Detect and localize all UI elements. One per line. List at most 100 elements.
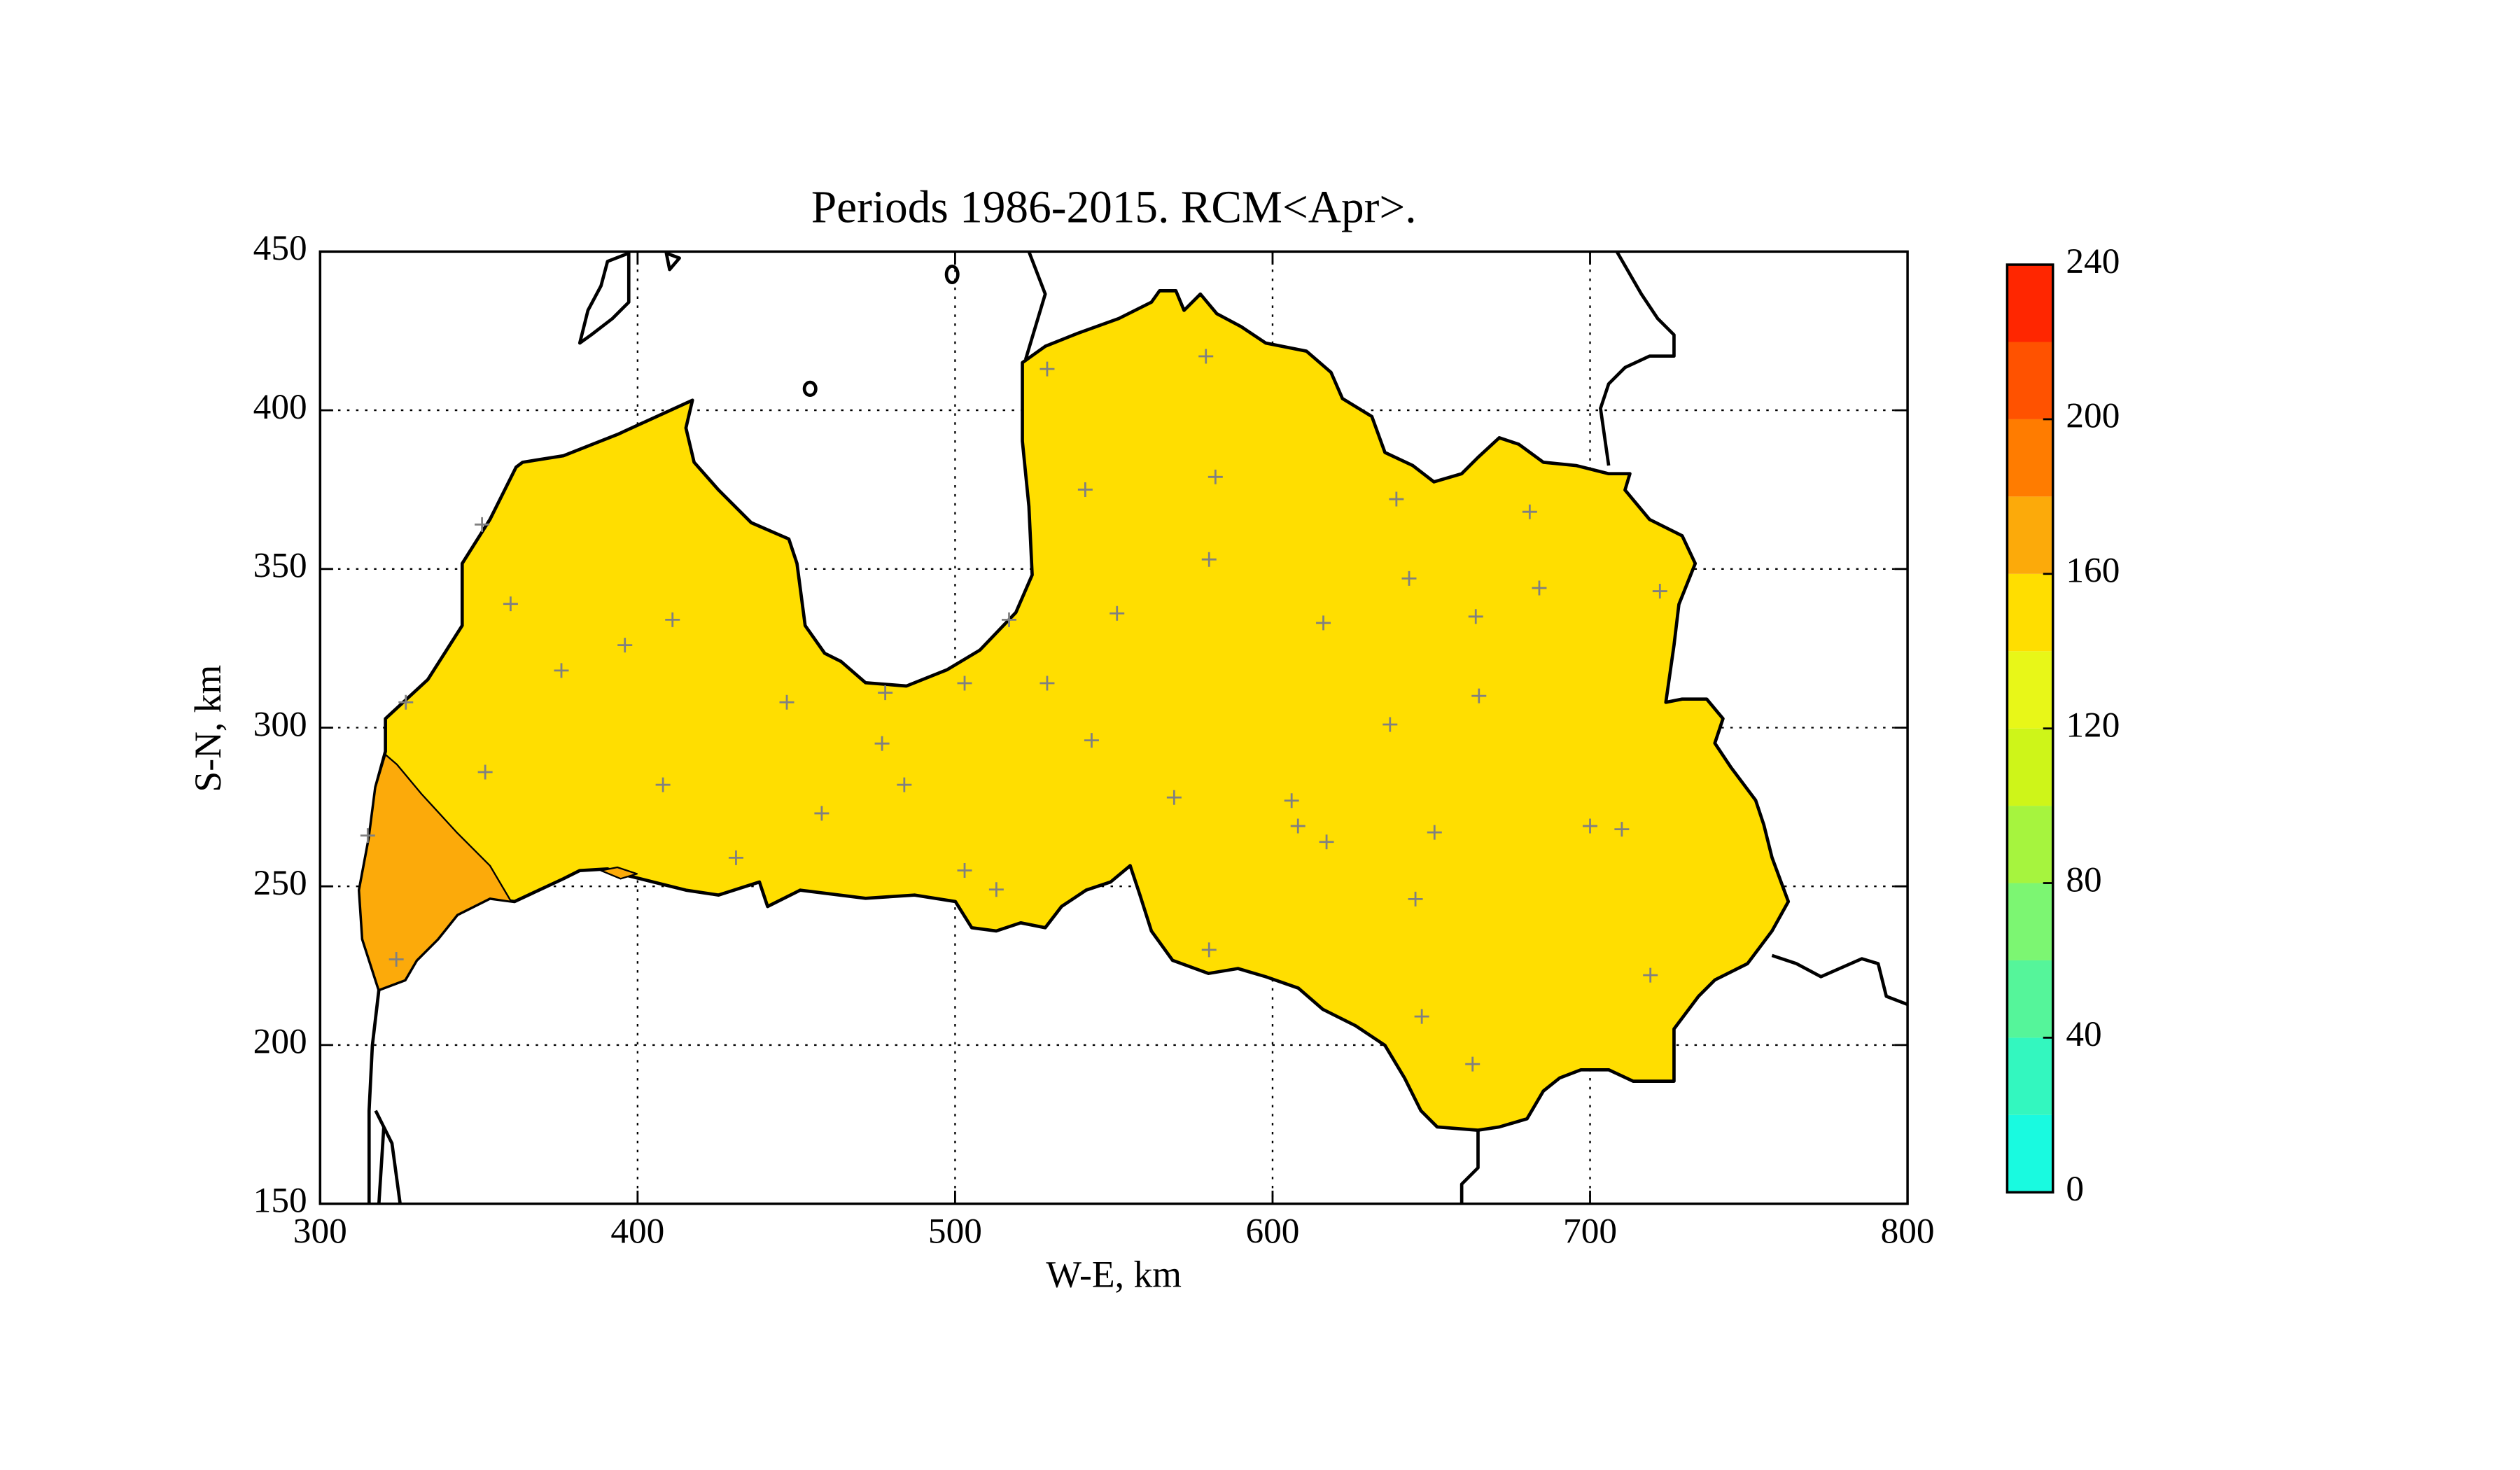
station-marker <box>1040 361 1055 377</box>
station-marker <box>1319 834 1334 850</box>
orange-sliver <box>600 866 638 880</box>
y-axis-label: S-N, km <box>187 665 229 792</box>
chart-title: Periods 1986-2015. RCM<Apr>. <box>811 182 1417 232</box>
y-tick-label: 450 <box>253 228 307 268</box>
colorbar-tick-label: 240 <box>2066 241 2120 281</box>
border-line <box>1771 953 1908 1007</box>
colorbar-band <box>2007 960 2053 1038</box>
colorbar-tick-label: 120 <box>2066 705 2120 745</box>
station-marker <box>1414 1009 1429 1024</box>
x-tick-label: 300 <box>293 1212 347 1252</box>
y-tick-label: 300 <box>253 704 307 744</box>
border-line <box>1023 251 1047 360</box>
x-axis-label: W-E, km <box>1046 1254 1182 1296</box>
station-marker <box>1201 942 1217 958</box>
colorbar-band <box>2007 728 2053 806</box>
colorbar-tick-label: 200 <box>2066 396 2120 436</box>
station-marker <box>360 828 375 844</box>
station-marker <box>1427 825 1442 840</box>
station-marker <box>874 736 890 751</box>
station-marker <box>1284 793 1299 808</box>
colorbar-band <box>2007 496 2053 574</box>
station-marker <box>814 806 830 821</box>
island <box>944 265 960 285</box>
y-tick-label: 200 <box>253 1022 307 1062</box>
station-marker <box>779 694 794 710</box>
colorbar-band <box>2007 1037 2053 1115</box>
coast-line <box>374 1110 402 1204</box>
colorbar-tick-label: 40 <box>2066 1014 2101 1054</box>
station-marker <box>655 777 671 792</box>
station-marker <box>1166 790 1182 805</box>
station-marker <box>1201 552 1217 567</box>
station-marker <box>1290 818 1306 834</box>
station-marker <box>1110 606 1125 621</box>
colorbar-band <box>2007 883 2053 960</box>
station-marker <box>1084 733 1099 748</box>
y-tick-label: 250 <box>253 863 307 903</box>
latvia-region <box>357 289 1791 1132</box>
map <box>357 251 1908 1204</box>
station-marker <box>1316 615 1331 631</box>
station-marker <box>1643 967 1658 983</box>
x-tick-label: 800 <box>1881 1212 1935 1252</box>
border-line <box>1460 1130 1480 1204</box>
stations <box>360 349 1667 1072</box>
colorbar-band <box>2007 265 2053 342</box>
station-marker <box>1077 482 1093 497</box>
y-tick-label: 350 <box>253 546 307 586</box>
station-marker <box>1532 580 1547 596</box>
station-marker <box>617 638 633 653</box>
island <box>802 380 818 398</box>
station-marker <box>878 685 893 701</box>
border-line <box>1599 251 1676 466</box>
x-tick-label: 700 <box>1563 1212 1617 1252</box>
island <box>664 251 681 272</box>
station-marker <box>1208 469 1223 484</box>
station-marker <box>554 663 569 678</box>
station-marker <box>1652 584 1667 599</box>
station-marker <box>1401 570 1417 586</box>
station-marker <box>1198 349 1214 364</box>
colorbar-band <box>2007 806 2053 883</box>
station-marker <box>897 777 912 792</box>
station-marker <box>1040 676 1055 691</box>
y-tick-label: 400 <box>253 387 307 427</box>
station-marker <box>1471 688 1487 704</box>
station-marker <box>1389 491 1404 507</box>
coast-line <box>377 1126 386 1204</box>
island <box>578 251 631 345</box>
coast-line <box>367 989 381 1204</box>
station-marker <box>988 882 1004 897</box>
station-marker <box>1614 822 1630 837</box>
station-marker <box>398 694 414 710</box>
station-marker <box>388 951 404 967</box>
colorbar-band <box>2007 342 2053 419</box>
x-tick-label: 500 <box>928 1212 982 1252</box>
colorbar-band <box>2007 419 2053 497</box>
colorbar-tick-label: 0 <box>2066 1169 2084 1209</box>
colorbar: 0 40 80 120 160 200 240 <box>2005 241 2120 1209</box>
station-marker <box>1408 891 1423 906</box>
station-marker <box>1468 609 1483 624</box>
station-marker <box>1382 717 1398 732</box>
station-marker <box>1465 1056 1480 1072</box>
colorbar-tick-label: 80 <box>2066 860 2101 899</box>
colorbar-band <box>2007 573 2053 652</box>
y-tick-label: 150 <box>253 1180 307 1220</box>
station-marker <box>957 676 972 691</box>
x-tick-label: 400 <box>610 1212 664 1252</box>
x-tick-label: 600 <box>1245 1212 1299 1252</box>
station-marker <box>475 517 490 532</box>
station-marker <box>665 612 680 627</box>
orange-region <box>358 753 512 991</box>
station-marker <box>1583 818 1598 834</box>
colorbar-band <box>2007 651 2053 729</box>
station-marker <box>503 596 518 612</box>
station-marker <box>957 863 972 878</box>
station-marker <box>1002 612 1017 627</box>
station-marker <box>1522 504 1537 519</box>
colorbar-tick-label: 160 <box>2066 551 2120 591</box>
station-marker <box>728 850 743 865</box>
